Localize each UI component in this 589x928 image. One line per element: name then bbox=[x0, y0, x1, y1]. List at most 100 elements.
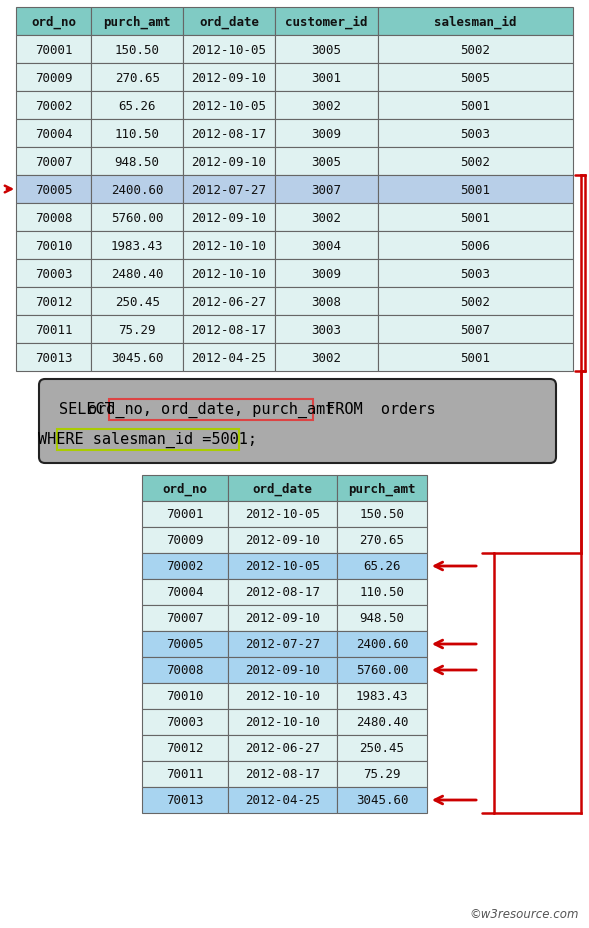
Bar bbox=[275, 204, 378, 232]
Text: 2012-08-17: 2012-08-17 bbox=[245, 586, 320, 599]
Text: 2012-04-25: 2012-04-25 bbox=[191, 351, 267, 364]
Text: 5005: 5005 bbox=[461, 71, 491, 84]
Text: customer_id: customer_id bbox=[285, 15, 368, 29]
Bar bbox=[91, 92, 183, 120]
Bar bbox=[16, 36, 91, 64]
Text: 3045.60: 3045.60 bbox=[356, 793, 408, 806]
Bar bbox=[142, 475, 227, 501]
Bar bbox=[91, 316, 183, 343]
Bar bbox=[16, 204, 91, 232]
Bar bbox=[183, 204, 275, 232]
Text: 5003: 5003 bbox=[461, 267, 491, 280]
Text: purch_amt: purch_amt bbox=[348, 482, 416, 496]
Bar bbox=[227, 475, 337, 501]
Text: 2012-10-10: 2012-10-10 bbox=[191, 267, 267, 280]
Text: 2012-09-10: 2012-09-10 bbox=[245, 664, 320, 677]
Text: 70013: 70013 bbox=[166, 793, 204, 806]
Text: 3005: 3005 bbox=[312, 155, 342, 168]
Bar bbox=[142, 709, 227, 735]
Text: 2012-09-10: 2012-09-10 bbox=[191, 212, 267, 225]
Bar bbox=[378, 316, 573, 343]
Text: 2012-06-27: 2012-06-27 bbox=[191, 295, 267, 308]
Bar bbox=[337, 787, 427, 813]
Text: 3007: 3007 bbox=[312, 184, 342, 197]
Bar bbox=[183, 120, 275, 148]
Text: 3003: 3003 bbox=[312, 323, 342, 336]
Bar bbox=[378, 36, 573, 64]
Text: 3045.60: 3045.60 bbox=[111, 351, 163, 364]
Bar bbox=[183, 175, 275, 204]
Text: 70008: 70008 bbox=[35, 212, 72, 225]
Bar bbox=[275, 343, 378, 371]
Text: ©w3resource.com: ©w3resource.com bbox=[469, 907, 579, 920]
Bar bbox=[16, 260, 91, 288]
Text: 70001: 70001 bbox=[166, 508, 204, 521]
Bar bbox=[183, 36, 275, 64]
Bar bbox=[91, 232, 183, 260]
Bar bbox=[275, 232, 378, 260]
Text: 2012-10-05: 2012-10-05 bbox=[245, 508, 320, 521]
Bar bbox=[227, 631, 337, 657]
Text: 2400.60: 2400.60 bbox=[356, 638, 408, 651]
Bar bbox=[337, 579, 427, 605]
Text: 2012-09-10: 2012-09-10 bbox=[191, 71, 267, 84]
Text: 70002: 70002 bbox=[166, 560, 204, 573]
Bar bbox=[227, 683, 337, 709]
Text: 2012-08-17: 2012-08-17 bbox=[191, 323, 267, 336]
Bar bbox=[227, 735, 337, 761]
Bar bbox=[142, 657, 227, 683]
Text: 3002: 3002 bbox=[312, 351, 342, 364]
Bar bbox=[337, 735, 427, 761]
Text: 70009: 70009 bbox=[35, 71, 72, 84]
Text: 3001: 3001 bbox=[312, 71, 342, 84]
Bar bbox=[16, 148, 91, 175]
Text: salesman_id: salesman_id bbox=[434, 15, 517, 29]
Bar bbox=[378, 204, 573, 232]
Text: ord_no: ord_no bbox=[31, 16, 76, 29]
Bar bbox=[91, 288, 183, 316]
Text: 70012: 70012 bbox=[35, 295, 72, 308]
Bar bbox=[337, 761, 427, 787]
Text: 2012-10-05: 2012-10-05 bbox=[245, 560, 320, 573]
Bar bbox=[142, 787, 227, 813]
Text: WHERE salesman_id =5001;: WHERE salesman_id =5001; bbox=[38, 432, 257, 447]
Text: 250.45: 250.45 bbox=[115, 295, 160, 308]
Bar bbox=[142, 553, 227, 579]
Bar bbox=[142, 683, 227, 709]
Bar bbox=[91, 64, 183, 92]
Text: 3005: 3005 bbox=[312, 44, 342, 57]
Text: 65.26: 65.26 bbox=[363, 560, 401, 573]
Bar bbox=[275, 8, 378, 36]
Bar bbox=[16, 288, 91, 316]
Text: 1983.43: 1983.43 bbox=[111, 239, 163, 252]
Text: 2012-09-10: 2012-09-10 bbox=[245, 612, 320, 625]
Bar bbox=[183, 343, 275, 371]
Bar bbox=[337, 709, 427, 735]
Text: SELECT: SELECT bbox=[59, 402, 123, 417]
Text: 70008: 70008 bbox=[166, 664, 204, 677]
Bar bbox=[275, 175, 378, 204]
Text: 2012-10-10: 2012-10-10 bbox=[191, 239, 267, 252]
Text: 70010: 70010 bbox=[35, 239, 72, 252]
Bar bbox=[183, 288, 275, 316]
Text: 5001: 5001 bbox=[461, 184, 491, 197]
Bar bbox=[16, 343, 91, 371]
Text: 250.45: 250.45 bbox=[360, 741, 405, 754]
Text: 2012-07-27: 2012-07-27 bbox=[191, 184, 267, 197]
Bar bbox=[378, 288, 573, 316]
Text: 270.65: 270.65 bbox=[115, 71, 160, 84]
Bar bbox=[16, 316, 91, 343]
Bar bbox=[142, 631, 227, 657]
Bar bbox=[183, 316, 275, 343]
Text: 70007: 70007 bbox=[166, 612, 204, 625]
Text: 2400.60: 2400.60 bbox=[111, 184, 163, 197]
Bar bbox=[378, 64, 573, 92]
Bar bbox=[16, 232, 91, 260]
Text: 2012-10-10: 2012-10-10 bbox=[245, 690, 320, 702]
Text: FROM  orders: FROM orders bbox=[317, 402, 435, 417]
Text: 2480.40: 2480.40 bbox=[111, 267, 163, 280]
Bar bbox=[275, 120, 378, 148]
Bar bbox=[142, 605, 227, 631]
Bar bbox=[91, 36, 183, 64]
Bar bbox=[337, 553, 427, 579]
